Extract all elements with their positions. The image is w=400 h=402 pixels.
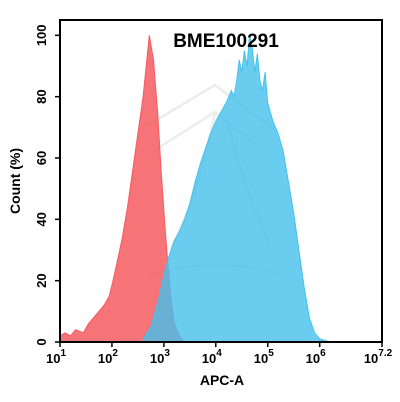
y-tick-label: 40 (34, 212, 49, 226)
x-tick-label: 102 (98, 348, 118, 366)
x-tick-label: 104 (202, 348, 222, 366)
x-tick-label: 107.2 (364, 348, 393, 366)
x-tick-label: 105 (254, 348, 274, 366)
plot-frame (59, 19, 383, 343)
x-tick-label: 101 (46, 348, 66, 366)
x-axis-ticks: 101 102 103 104 105 106 107.2 (46, 342, 393, 366)
y-tick-label: 80 (34, 89, 49, 103)
series-2-area (142, 35, 331, 343)
series-layer (59, 35, 331, 343)
x-tick-label: 103 (150, 348, 170, 366)
y-tick-label: 0 (34, 338, 49, 345)
y-axis-ticks: 0 20 40 60 80 100 (34, 24, 60, 346)
chart-title: BME100291 (173, 31, 279, 52)
x-axis-label: APC-A (200, 372, 244, 388)
y-tick-label: 100 (34, 24, 49, 46)
y-axis-label: Count (%) (7, 148, 23, 214)
x-tick-label: 106 (306, 348, 326, 366)
y-tick-label: 20 (34, 273, 49, 287)
y-tick-label: 60 (34, 151, 49, 165)
